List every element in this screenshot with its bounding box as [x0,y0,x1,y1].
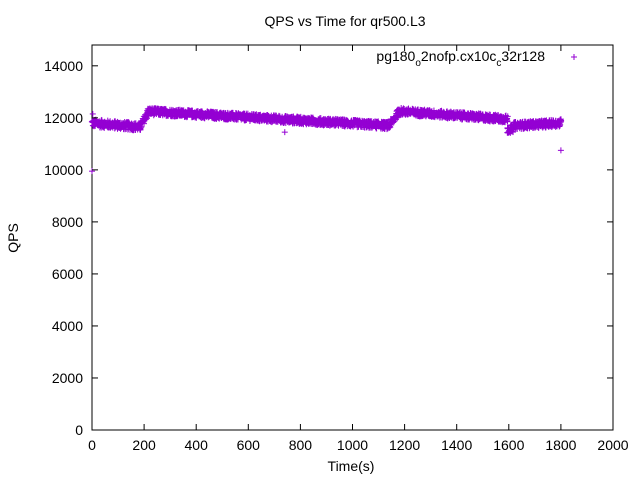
y-tick-label-4: 8000 [52,214,83,230]
x-tick-label-7: 1400 [441,437,472,453]
y-axis: 0 2000 4000 6000 8000 10000 12000 14000 [44,58,613,438]
data-point-1397 [389,119,396,126]
x-tick-label-1: 200 [132,437,156,453]
x-axis-label: Time(s) [328,458,375,474]
x-axis: 0 200 400 600 800 1000 1200 1400 1600 1800 2000 [88,45,629,453]
data-point-outlier-2183 [281,129,288,136]
data-point-230 [137,124,144,131]
legend-marker-symbol [571,54,577,60]
y-tick-label-7: 14000 [44,58,83,74]
x-tick-label-4: 800 [289,437,313,453]
x-tick-label-6: 1200 [389,437,420,453]
legend-label: pg180o2nofp.cx10cc32r128 [376,48,545,69]
data-point-outlier-2182 [89,110,96,117]
y-tick-label-0: 0 [75,422,83,438]
x-tick-label-10: 2000 [597,437,628,453]
y-tick-label-1: 2000 [52,370,83,386]
data-point-outlier-2181 [89,168,95,175]
x-tick-label-9: 1800 [545,437,576,453]
data-point-outlier-2184 [557,147,564,154]
legend-part-2: o [415,58,421,69]
y-tick-label-2: 4000 [52,318,83,334]
y-tick-label-3: 6000 [52,266,83,282]
data-point-outlier-2185 [557,116,564,123]
legend-marker [571,54,577,60]
series-points [88,105,565,175]
x-tick-label-0: 0 [88,437,96,453]
x-tick-label-2: 400 [185,437,209,453]
x-tick-label-3: 600 [237,437,261,453]
y-tick-label-5: 10000 [44,162,83,178]
legend-part-3: 2nofp.cx10c [421,48,497,64]
legend-part-4: c [496,58,501,69]
legend-part-5: 32r128 [501,48,545,64]
plot-border [91,44,614,431]
legend: pg180o2nofp.cx10cc32r128 [376,48,577,69]
chart-title: QPS vs Time for qr500.L3 [264,13,425,29]
x-tick-label-8: 1600 [493,437,524,453]
data-point-1928 [504,113,511,120]
y-axis-label: QPS [5,223,21,253]
x-tick-label-5: 1000 [337,437,368,453]
legend-part-1: pg180 [376,48,415,64]
data-point-446 [183,114,190,121]
y-tick-label-6: 12000 [44,110,83,126]
